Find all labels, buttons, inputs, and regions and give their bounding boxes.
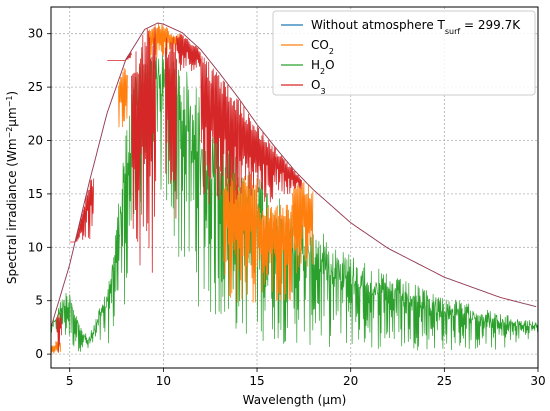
series-band-o3 — [56, 313, 63, 352]
x-tick-label: 25 — [437, 374, 452, 388]
series-band-o3 — [84, 178, 95, 240]
series-band-o3 — [131, 28, 149, 266]
series-band-co2 — [256, 204, 293, 301]
series-band-o3 — [176, 33, 202, 72]
series-blackbody — [51, 22, 537, 328]
y-axis-label-exp1: −2 — [5, 127, 14, 139]
series-band-o3 — [237, 99, 276, 203]
axes-frame — [50, 6, 539, 369]
y-axis-label-suffix: ) — [5, 91, 19, 96]
legend-entry-blackbody: Without atmosphere Tsurf = 299.7K — [311, 18, 521, 36]
legend-entry-sub: 3 — [320, 87, 325, 96]
legend-entry-o3: O3 — [311, 78, 326, 96]
legend-entry-suffix: O — [325, 58, 334, 72]
legend-box — [272, 10, 536, 96]
legend-entry-co2: CO2 — [311, 38, 334, 56]
y-tick-label: 15 — [28, 187, 43, 201]
series-band-o3 — [69, 206, 85, 243]
series-band-o3 — [200, 56, 239, 205]
x-tick-label: 5 — [66, 374, 74, 388]
y-axis-label: Spectral irradiance (Wm−2µm−1) — [5, 91, 20, 284]
x-tick-label: 15 — [249, 374, 264, 388]
axis-ticks: 5 10 15 20 25 30 0 5 10 15 20 25 30 — [28, 27, 546, 388]
y-tick-label: 0 — [35, 347, 43, 361]
y-tick-label: 10 — [28, 240, 43, 254]
legend: Without atmosphere Tsurf = 299.7KCO2H2OO… — [272, 10, 536, 96]
legend-entry-text: Without atmosphere T — [311, 18, 446, 32]
legend-entry-text: CO — [311, 38, 329, 52]
plot-area — [51, 22, 538, 354]
y-axis-label-prefix: Spectral irradiance (Wm — [5, 138, 19, 284]
y-tick-label: 20 — [28, 134, 43, 148]
legend-entry-sub: 2 — [320, 67, 325, 76]
legend-entry-sub: 2 — [329, 47, 334, 56]
series-band-co2 — [51, 344, 56, 354]
x-tick-label: 30 — [530, 374, 545, 388]
legend-entry-suffix: = 299.7K — [460, 18, 521, 32]
series-o3 — [56, 27, 302, 352]
series-envelope-line — [51, 22, 537, 328]
legend-entry-sub: surf — [445, 27, 461, 36]
legend-entry-h2o: H2O — [311, 58, 335, 76]
series-band-co2 — [292, 181, 314, 274]
series-band-o3 — [275, 153, 302, 194]
y-axis-label-exp2: −1 — [5, 96, 14, 108]
y-tick-label: 5 — [35, 294, 43, 308]
y-axis-label-mid: µm — [5, 107, 19, 126]
legend-entry-text: H — [311, 58, 320, 72]
x-axis-label: Wavelength (µm) — [243, 393, 347, 407]
series-band-co2 — [118, 67, 128, 128]
y-tick-label: 25 — [28, 80, 43, 94]
x-tick-label: 20 — [343, 374, 358, 388]
legend-entry-text: O — [311, 78, 320, 92]
series-band-o3 — [164, 37, 177, 219]
series-band-o3 — [148, 27, 157, 273]
y-tick-label: 30 — [28, 27, 43, 41]
x-tick-label: 10 — [156, 374, 171, 388]
